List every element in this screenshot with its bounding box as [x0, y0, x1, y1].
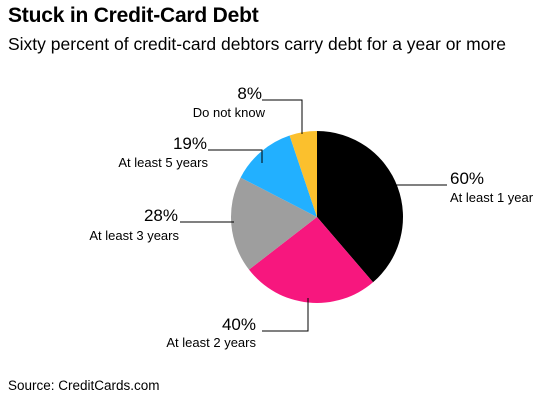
- leader-line: [208, 149, 263, 163]
- slice-category-label: At least 3 years: [89, 228, 179, 243]
- pie-slice: [240, 135, 317, 217]
- slice-category-label: At least 5 years: [118, 155, 208, 170]
- chart-title: Stuck in Credit-Card Debt: [8, 4, 259, 27]
- leader-line: [262, 99, 303, 134]
- slice-category-label: At least 1 year: [450, 190, 534, 205]
- pie-slice: [230, 177, 317, 270]
- slice-value-label: 28%: [144, 206, 178, 225]
- chart-source: Source: CreditCards.com: [8, 378, 160, 393]
- slice-category-label: At least 2 years: [166, 335, 256, 350]
- leader-lines: [180, 99, 447, 332]
- chart-subtitle: Sixty percent of credit-card debtors car…: [8, 34, 506, 54]
- slice-category-label: Do not know: [193, 105, 266, 120]
- slice-value-label: 19%: [173, 134, 207, 153]
- pie-slice: [248, 217, 374, 304]
- leader-line: [262, 298, 309, 332]
- slice-value-label: 8%: [237, 84, 262, 103]
- pie-slice: [289, 131, 317, 217]
- slice-value-label: 40%: [222, 315, 256, 334]
- pie-slices: [230, 131, 403, 304]
- slice-value-label: 60%: [450, 169, 484, 188]
- pie-slice: [317, 131, 403, 283]
